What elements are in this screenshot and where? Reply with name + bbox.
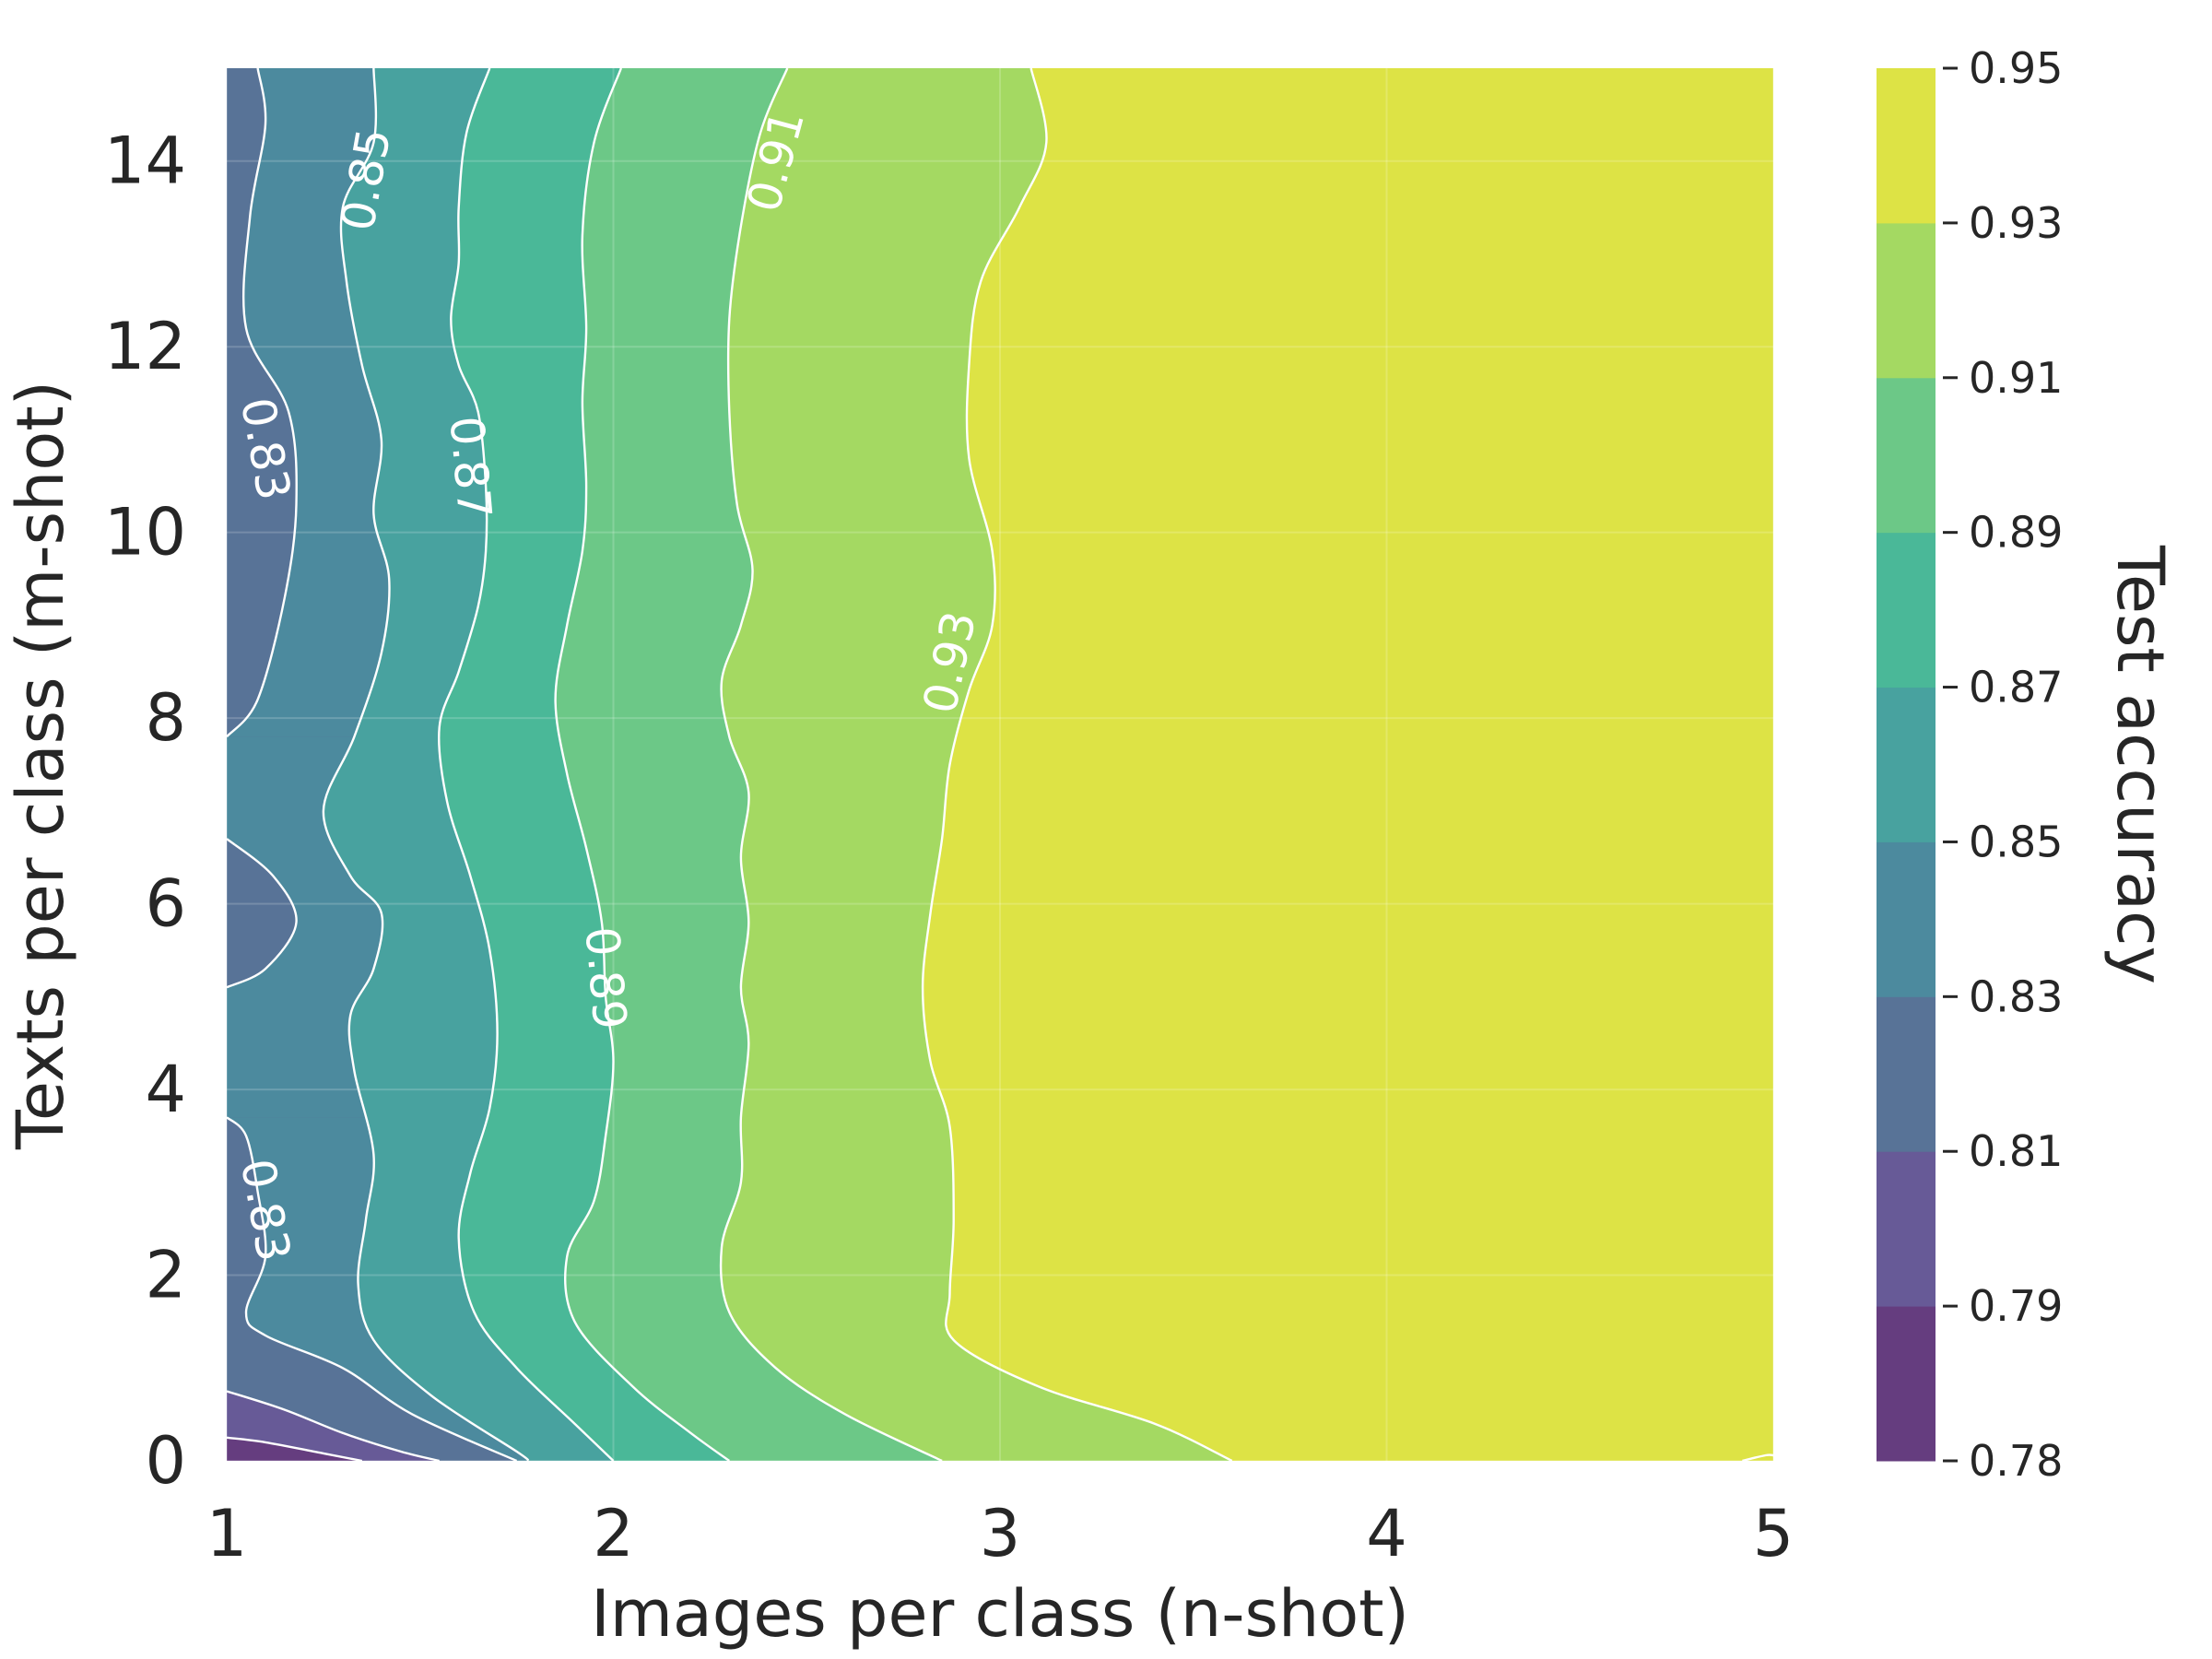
colorbar-tick-label: 0.81	[1969, 1126, 2063, 1176]
colorbar-tick-label: 0.87	[1969, 663, 2063, 712]
colorbar-tick-label: 0.85	[1969, 817, 2063, 866]
colorbar: 0.78 0.79 0.81 0.83 0.85 0.87 0.89 0.91 0.93 0.95	[1877, 43, 2063, 1486]
colorbar-segment	[1877, 1151, 1936, 1307]
colorbar-segment	[1877, 841, 1936, 997]
colorbar-tick-label: 0.89	[1969, 508, 2063, 558]
grid-lines	[227, 68, 1773, 1461]
x-tick-label: 3	[980, 1496, 1021, 1571]
x-tick-label: 2	[593, 1496, 634, 1571]
colorbar-tick-label: 0.78	[1969, 1436, 2063, 1486]
contour-label-text: 0.87	[440, 414, 501, 521]
contour-label-0.89: 0.89	[574, 924, 636, 1031]
contour-line-0.83	[227, 68, 298, 738]
contour-bands	[227, 68, 1773, 1461]
contour-line-0.89	[554, 68, 731, 1461]
colorbar-tick-label: 0.83	[1969, 971, 2063, 1021]
colorbar-segment	[1877, 687, 1936, 842]
colorbar-tick-label: 0.91	[1969, 353, 2063, 403]
contour-line-0.79	[227, 1436, 363, 1461]
contour-line-0.87	[438, 68, 615, 1461]
colorbar-segment	[1877, 996, 1936, 1152]
colorbar-segment	[1877, 532, 1936, 688]
y-tick-label: 8	[145, 680, 186, 756]
colorbar-tick-label: 0.93	[1969, 198, 2063, 248]
x-axis-title: Images per class (n-shot)	[591, 1576, 1409, 1652]
contour-lines	[227, 68, 1773, 1461]
band-0.93-0.95	[923, 68, 1773, 1461]
colorbar-tick-label: 0.95	[1969, 43, 2063, 93]
contour-line-0.95	[1742, 1453, 1773, 1461]
y-tick-label: 12	[104, 309, 186, 384]
x-axis-ticks: 1 2 3 4 5	[206, 1496, 1794, 1571]
contour-label-text: 0.89	[574, 924, 636, 1031]
colorbar-segment	[1877, 1306, 1936, 1462]
y-tick-label: 4	[145, 1052, 186, 1127]
contour-line-0.85	[322, 68, 530, 1461]
contour-line-0.81	[227, 1390, 440, 1461]
y-tick-label: 14	[104, 124, 186, 199]
x-tick-label: 5	[1753, 1496, 1794, 1571]
x-tick-label: 4	[1366, 1496, 1407, 1571]
y-axis-title: Texts per class (m-shot)	[3, 381, 78, 1150]
colorbar-tick-label: 0.79	[1969, 1281, 2063, 1331]
y-tick-label: 2	[145, 1238, 186, 1313]
y-tick-label: 6	[145, 866, 186, 942]
contour-line-0.83	[227, 838, 298, 989]
colorbar-segment	[1877, 377, 1936, 534]
colorbar-segment	[1877, 68, 1936, 224]
contour-line-0.83	[227, 1116, 518, 1461]
contour-line-0.91	[719, 68, 943, 1461]
y-tick-label: 0	[145, 1423, 186, 1499]
contour-line-0.93	[921, 68, 1233, 1461]
y-axis-ticks: 0 2 4 6 8 10 12 14	[104, 124, 186, 1499]
band-0.81-0.83-bubble	[227, 839, 297, 988]
colorbar-title: Test accuracy	[2102, 545, 2178, 984]
colorbar-segment	[1877, 222, 1936, 379]
contour-label-0.87: 0.87	[440, 414, 501, 521]
x-tick-label: 1	[206, 1496, 248, 1571]
y-tick-label: 10	[104, 495, 186, 571]
